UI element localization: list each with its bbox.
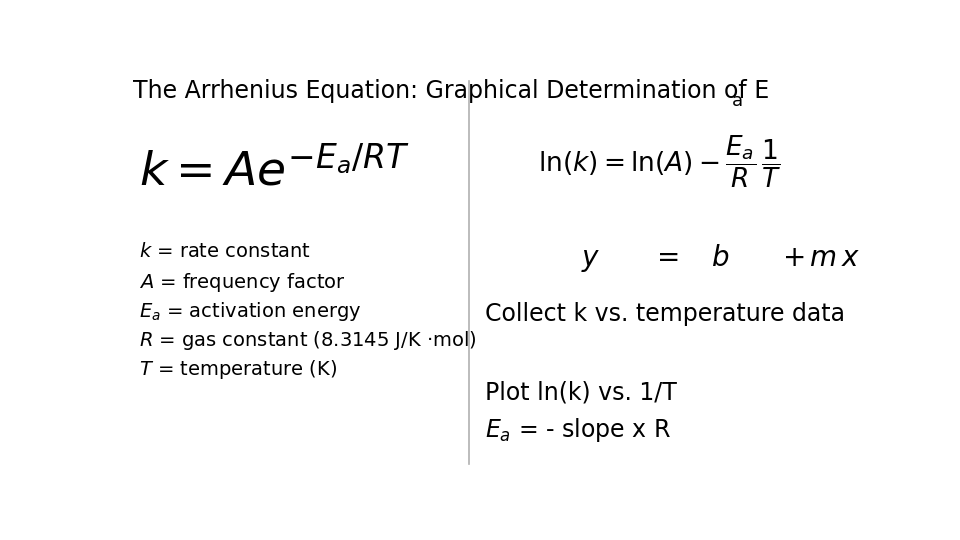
Text: $y$      $=$   $b$      $+\,m\,x$: $y$ $=$ $b$ $+\,m\,x$ (581, 241, 860, 274)
Text: Collect k vs. temperature data: Collect k vs. temperature data (485, 302, 845, 326)
Text: $T$ = temperature (K): $T$ = temperature (K) (138, 358, 337, 381)
Text: Plot ln(k) vs. 1/T: Plot ln(k) vs. 1/T (485, 381, 677, 405)
Text: $k$ = rate constant: $k$ = rate constant (138, 241, 311, 260)
Text: $R$ = gas constant (8.3145 J/K ·mol): $R$ = gas constant (8.3145 J/K ·mol) (138, 329, 476, 352)
Text: $\mathrm{ln}(k) = \mathrm{ln}(A) - \dfrac{E_a}{R}\,\dfrac{1}{T}$: $\mathrm{ln}(k) = \mathrm{ln}(A) - \dfra… (538, 133, 781, 190)
Text: $E_a$ = activation energy: $E_a$ = activation energy (138, 300, 361, 323)
Text: The Arrhenius Equation: Graphical Determination of E: The Arrhenius Equation: Graphical Determ… (133, 79, 770, 103)
Text: $A$ = frequency factor: $A$ = frequency factor (138, 271, 346, 294)
Text: a: a (732, 92, 743, 110)
Text: $E_a$ = - slope x R: $E_a$ = - slope x R (485, 416, 671, 444)
Text: $k = Ae^{-E_a/RT}$: $k = Ae^{-E_a/RT}$ (138, 148, 409, 195)
